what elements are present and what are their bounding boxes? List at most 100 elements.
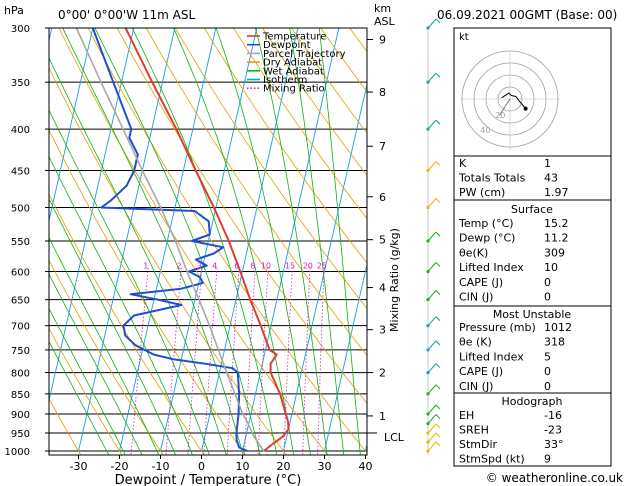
index-label: Temp (°C) (458, 217, 514, 230)
index-label: CIN (J) (459, 380, 493, 393)
index-value: 9 (544, 453, 551, 466)
wind-barb-staff (427, 72, 437, 83)
wet-adiabat-line (94, 28, 261, 455)
wind-barb-staff (427, 198, 437, 208)
isotherm-line (119, 28, 217, 452)
altitude-tick-label: 5 (379, 234, 386, 247)
wet-adiabat-line (62, 28, 244, 455)
wet-adiabat-line (49, 273, 143, 455)
mixing-ratio-tick-label: 8 (250, 262, 255, 271)
index-value: 0 (544, 380, 551, 393)
pressure-tick-label: 450 (11, 166, 30, 177)
wet-adiabat-line (49, 198, 177, 455)
surface-title: Surface (511, 203, 553, 216)
hodograph-indices-title: Hodograph (502, 395, 563, 408)
index-label: PW (cm) (459, 186, 505, 199)
copyright-text: © weatheronline.co.uk (486, 471, 623, 485)
pressure-tick-label: 550 (11, 237, 30, 248)
wind-barb-flag (435, 72, 441, 78)
isotherm-line (160, 28, 258, 452)
temperature-tick-label: -10 (152, 460, 170, 473)
datetime-label: 06.09.2021 00GMT (Base: 00) (437, 8, 617, 22)
profile-dewpoint (91, 28, 248, 452)
hodograph-end-point (523, 106, 528, 111)
hodograph-trace (501, 92, 526, 109)
temperature-tick-label: -30 (70, 460, 88, 473)
index-value: 1 (544, 157, 551, 170)
legend-label: Dry Adiabat (263, 58, 322, 69)
wind-barb-staff (427, 432, 437, 443)
index-value: 0 (544, 291, 551, 304)
wind-barb-flag (435, 432, 441, 438)
index-value: 1012 (544, 321, 572, 334)
hodograph-frame (453, 27, 612, 157)
legend-label: Isotherm (263, 75, 307, 86)
wet-adiabat-line (49, 340, 110, 455)
mixing-ratio-tick-label: 20 (303, 262, 313, 271)
dry-adiabat-line (233, 28, 367, 220)
wind-barb-flag (435, 316, 441, 322)
wind-barb-staff (427, 119, 437, 130)
index-value: 15.2 (544, 217, 569, 230)
wet-adiabat-line (215, 28, 311, 455)
index-label: CAPE (J) (459, 365, 503, 378)
index-label: Lifted Index (459, 350, 524, 363)
mixing-ratio-line (165, 265, 182, 455)
dry-adiabat-line (49, 259, 164, 455)
pressure-tick-label: 850 (11, 390, 30, 401)
profile-parcel-trajectory (75, 28, 265, 452)
pressure-tick-label: 750 (11, 346, 30, 357)
altitude-tick-label: 9 (379, 34, 386, 47)
wind-barb-staff (427, 404, 437, 415)
pressure-tick-label: 350 (11, 78, 30, 89)
isotherm-line (283, 82, 367, 452)
legend-label: Parcel Trajectory (263, 49, 346, 60)
altitude-tick-label: 3 (379, 324, 386, 337)
wind-barb-flag (435, 290, 441, 296)
dry-adiabat-line (49, 327, 123, 455)
pressure-tick-label: 950 (11, 429, 30, 440)
legend-label: Dewpoint (263, 40, 311, 51)
dry-adiabat-line (87, 28, 367, 454)
wet-adiabat-line (49, 155, 193, 455)
wind-barb-flag (435, 340, 441, 346)
index-value: 0 (544, 365, 551, 378)
wind-profile (426, 18, 441, 455)
wind-barb-flag (435, 363, 441, 368)
mixing-ratio-label: Mixing Ratio (g/kg) (388, 228, 401, 332)
index-label: StmSpd (kt) (459, 453, 525, 466)
wind-barb-staff (427, 384, 437, 395)
pressure-tick-label: 1000 (5, 447, 30, 458)
mixing-ratio-tick-label: 2 (176, 262, 181, 271)
lcl-label: LCL (384, 431, 405, 444)
plot-frame (48, 27, 368, 456)
wind-barb-flag (435, 161, 441, 166)
index-label: K (459, 157, 467, 170)
index-label: Lifted Index (459, 261, 524, 274)
skewt-profiles (75, 28, 290, 452)
isotherm-line (201, 28, 299, 452)
hodograph-indices-box (453, 392, 612, 467)
altitude-tick-label: 8 (379, 86, 386, 99)
pressure-tick-label: 900 (11, 410, 30, 421)
index-label: CAPE (J) (459, 276, 503, 289)
storm-motion-vector (499, 98, 511, 116)
skewt-axes: 3003504004505005506006507007508008509009… (5, 24, 386, 473)
dry-adiabat-line (174, 28, 367, 310)
pressure-tick-label: 650 (11, 296, 30, 307)
hodograph-ring-label: 20 (495, 111, 505, 120)
index-value: 1.97 (544, 186, 569, 199)
dry-adiabat-line (203, 28, 367, 264)
wind-barb-flag (435, 423, 441, 429)
wind-barb-staff (427, 414, 437, 424)
wind-barb-staff (427, 441, 437, 452)
index-value: -23 (544, 424, 562, 437)
index-label: StmDir (459, 438, 498, 451)
wind-barb-staff (427, 231, 437, 242)
wind-barb-flag (435, 119, 441, 125)
index-label: Pressure (mb) (459, 321, 536, 334)
isotherm-line (49, 28, 94, 223)
mixing-ratio-tick-label: 25 (317, 262, 327, 271)
